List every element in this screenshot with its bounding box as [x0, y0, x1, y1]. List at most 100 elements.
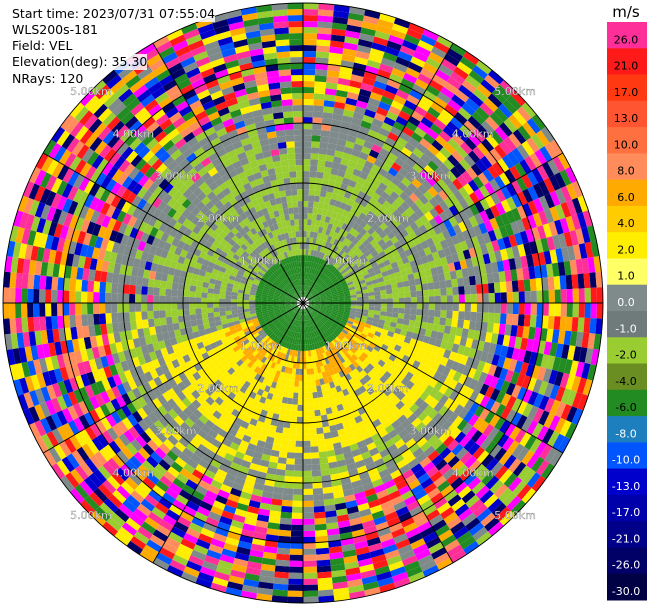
gate-cell	[464, 285, 471, 295]
gate-cell	[451, 94, 466, 108]
gate-cell	[310, 147, 320, 154]
gate-cell	[363, 223, 372, 232]
gate-cell	[365, 264, 373, 271]
gate-cell	[356, 303, 363, 307]
gate-cell	[369, 238, 378, 247]
gate-cell	[416, 309, 423, 316]
gate-cell	[492, 161, 505, 176]
gate-cell	[308, 304, 315, 307]
gate-cell	[468, 215, 479, 228]
gate-cell	[333, 238, 339, 246]
gate-cell	[325, 270, 332, 277]
gate-cell	[378, 250, 387, 258]
gate-cell	[525, 363, 535, 378]
gate-cell	[367, 129, 379, 139]
gate-cell	[517, 279, 525, 292]
gate-cell	[314, 303, 321, 305]
gate-cell	[308, 305, 314, 309]
gate-cell	[350, 305, 357, 309]
gate-cell	[330, 168, 339, 176]
gate-cell	[464, 303, 471, 312]
gate-cell	[544, 193, 556, 209]
gate-cell	[500, 186, 512, 200]
gate-cell	[411, 265, 419, 274]
gate-cell	[318, 258, 323, 265]
gate-cell	[506, 95, 522, 111]
gate-cell	[315, 270, 320, 277]
gate-cell	[403, 313, 411, 320]
gate-cell	[375, 74, 389, 85]
gate-cell	[528, 266, 536, 280]
gate-cell	[358, 212, 367, 221]
gate-cell	[375, 258, 384, 265]
gate-cell	[345, 278, 353, 284]
gate-cell	[559, 275, 567, 290]
gate-cell	[409, 314, 417, 321]
gate-cell	[308, 299, 315, 302]
gate-cell	[335, 247, 342, 255]
gate-cell	[402, 126, 415, 137]
gate-cell	[413, 326, 421, 335]
gate-cell	[560, 201, 572, 218]
gate-cell	[362, 309, 369, 314]
gate-cell	[312, 111, 324, 118]
gate-cell	[421, 283, 429, 291]
gate-cell	[435, 69, 451, 82]
gate-cell	[508, 335, 517, 348]
gate-cell	[325, 309, 332, 313]
gate-cell	[309, 183, 316, 190]
gate-cell	[314, 284, 320, 290]
gate-cell	[317, 21, 333, 29]
gate-cell	[386, 288, 393, 295]
gate-cell	[524, 303, 531, 315]
gate-cell	[495, 84, 511, 100]
gate-cell	[469, 204, 480, 216]
gate-cell	[536, 303, 543, 316]
gate-cell	[305, 292, 309, 298]
gate-cell	[327, 256, 333, 263]
gate-cell	[522, 403, 534, 418]
gate-cell	[577, 393, 589, 411]
gate-cell	[526, 338, 535, 352]
gate-cell	[546, 236, 556, 251]
gate-cell	[320, 281, 326, 287]
gate-cell	[309, 303, 315, 305]
gate-cell	[394, 327, 402, 335]
gate-cell	[395, 323, 403, 330]
gate-cell	[335, 317, 342, 323]
gate-cell	[511, 314, 519, 326]
gate-cell	[303, 225, 308, 232]
gate-cell	[504, 324, 512, 336]
gate-cell	[463, 376, 473, 388]
gate-cell	[451, 133, 465, 146]
gate-cell	[514, 360, 524, 374]
gate-cell	[306, 273, 310, 280]
gate-cell	[341, 318, 348, 323]
gate-cell	[494, 144, 507, 159]
gate-cell	[479, 383, 490, 396]
gate-cell	[523, 242, 532, 256]
gate-cell	[316, 45, 330, 53]
gate-cell	[368, 271, 376, 278]
gate-cell	[479, 198, 491, 211]
gate-cell	[446, 76, 462, 90]
gate-cell	[415, 142, 428, 154]
gate-cell	[320, 307, 327, 311]
gate-cell	[408, 22, 425, 35]
gate-cell	[520, 337, 529, 351]
gate-cell	[438, 200, 449, 212]
gate-cell	[303, 153, 311, 160]
gate-cell	[398, 167, 409, 178]
gate-cell	[436, 35, 453, 49]
gate-cell	[447, 182, 459, 194]
gate-cell	[409, 89, 423, 101]
gate-cell	[548, 221, 558, 237]
gate-cell	[359, 228, 368, 237]
gate-cell	[559, 169, 572, 186]
gate-cell	[511, 280, 519, 292]
gate-cell	[422, 28, 440, 41]
gate-cell	[344, 309, 351, 313]
gate-cell	[412, 50, 429, 63]
gate-cell	[313, 93, 325, 101]
gate-cell	[368, 299, 375, 303]
